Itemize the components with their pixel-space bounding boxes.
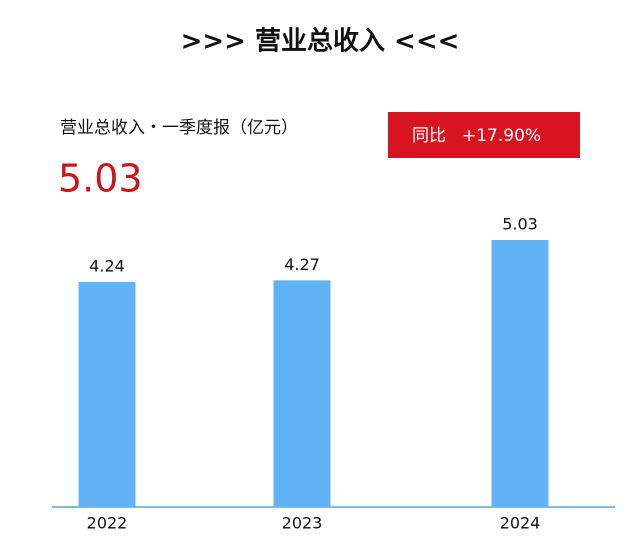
- x-tick-label: 2024: [500, 514, 541, 533]
- badge-label: 同比: [412, 126, 446, 146]
- chart-title: >>> 营业总收入 <<<: [181, 27, 460, 57]
- highlight-value: 5.03: [58, 157, 143, 201]
- badge: [388, 112, 580, 158]
- badge-value: +17.90%: [462, 126, 541, 146]
- data-label: 4.27: [284, 255, 320, 274]
- chart-subtitle: 营业总收入・一季度报（亿元）: [60, 118, 298, 138]
- data-label: 5.03: [502, 215, 538, 234]
- bar: [78, 281, 136, 507]
- x-tick-label: 2023: [282, 514, 323, 533]
- bar: [273, 280, 331, 507]
- data-label: 4.24: [89, 256, 125, 275]
- x-tick-label: 2022: [87, 514, 128, 533]
- bar: [491, 240, 549, 507]
